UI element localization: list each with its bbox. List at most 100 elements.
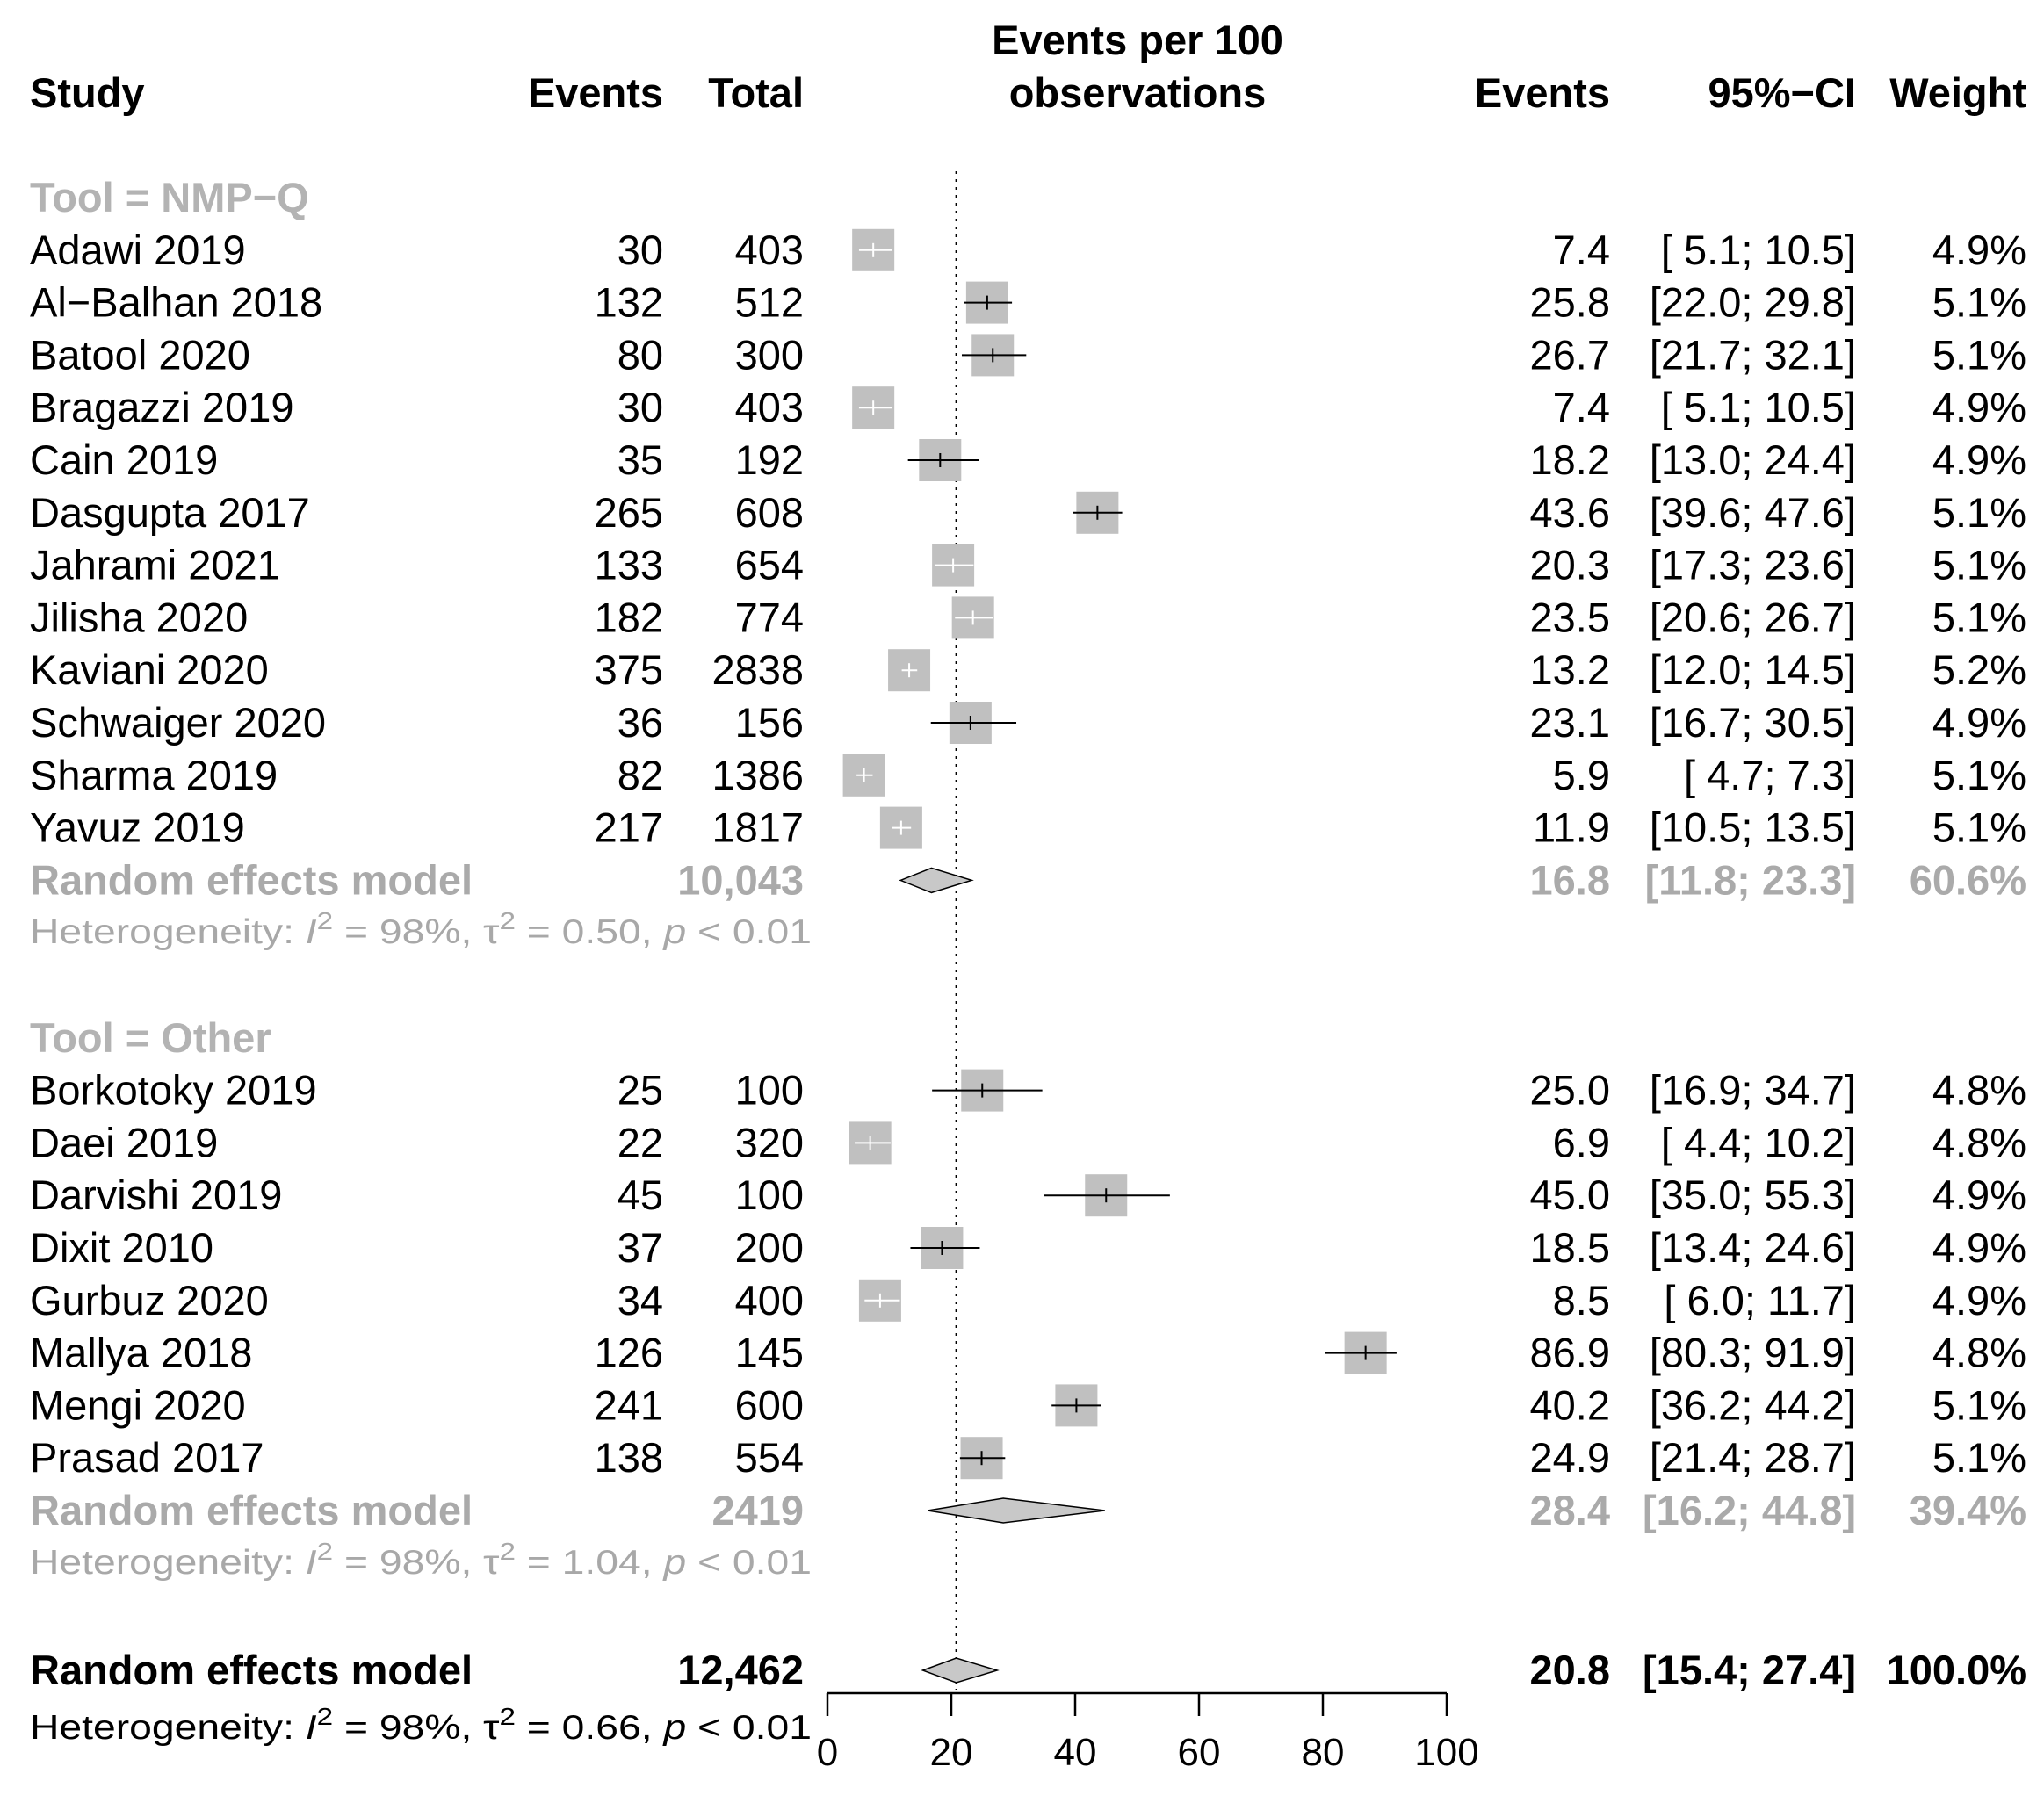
study-events: 45 [618,1172,663,1218]
subgroup-summary-total: 10,043 [677,856,804,903]
study-estimate: 7.4 [1553,384,1610,430]
study-row: Jahrami 2021 133 654 20.3 [17.3; 23.6] 5.1% [30,542,2026,588]
overall-estimate: 20.8 [1530,1647,1610,1693]
study-name: Batool 2020 [30,331,250,378]
study-row: Mengi 2020 241 600 40.2 [36.2; 44.2] 5.1% [30,1381,2026,1428]
study-name: Kaviani 2020 [30,646,269,693]
study-events: 30 [618,227,663,273]
study-estimate: 40.2 [1530,1381,1610,1428]
study-ci: [39.6; 47.6] [1650,489,1856,536]
study-ci: [10.5; 13.5] [1650,804,1856,851]
study-row: Kaviani 2020 375 2838 13.2 [12.0; 14.5] 5.2% [30,646,2026,693]
overall-total: 12,462 [677,1647,804,1693]
study-ci: [ 5.1; 10.5] [1661,384,1856,430]
study-total: 100 [735,1067,804,1114]
study-name: Bragazzi 2019 [30,384,293,430]
study-name: Darvishi 2019 [30,1172,282,1218]
study-total: 774 [735,594,804,640]
study-weight: 5.1% [1932,594,2026,640]
study-ci: [21.7; 32.1] [1650,331,1856,378]
study-events: 25 [618,1067,663,1114]
study-total: 1817 [711,804,804,851]
study-weight: 4.8% [1932,1119,2026,1165]
study-weight: 5.1% [1932,804,2026,851]
study-name: Mengi 2020 [30,1381,246,1428]
subgroup-diamond [928,1497,1105,1524]
study-events: 375 [595,646,663,693]
study-ci: [22.0; 29.8] [1650,279,1856,326]
study-ci: [12.0; 14.5] [1650,646,1856,693]
study-events: 126 [595,1330,663,1376]
header-plot-title-line2: observations [1009,69,1267,116]
subgroup-diamond [899,867,974,894]
study-estimate: 5.9 [1553,752,1610,798]
study-row: Yavuz 2019 217 1817 11.9 [10.5; 13.5] 5.1% [30,804,2026,851]
subgroup-summary-weight: 39.4% [1910,1487,2026,1533]
header-weight: Weight [1889,69,2026,116]
study-events: 35 [618,436,663,483]
study-name: Schwaiger 2020 [30,699,326,746]
header-total: Total [708,69,804,116]
study-estimate: 6.9 [1553,1119,1610,1165]
study-weight: 4.9% [1932,699,2026,746]
study-weight: 4.9% [1932,1224,2026,1271]
study-total: 1386 [711,752,804,798]
study-ci: [ 4.7; 7.3] [1684,752,1856,798]
study-weight: 4.9% [1932,384,2026,430]
study-name: Al−Balhan 2018 [30,279,322,326]
study-events: 217 [595,804,663,851]
study-events: 132 [595,279,663,326]
header-events: Events [528,69,663,116]
study-ci: [80.3; 91.9] [1650,1330,1856,1376]
study-weight: 5.2% [1932,646,2026,693]
x-axis-tick-label: 0 [817,1731,838,1774]
study-events: 30 [618,384,663,430]
study-row: Adawi 2019 30 403 7.4 [ 5.1; 10.5] 4.9% [30,227,2026,273]
study-events: 22 [618,1119,663,1165]
x-axis-tick-label: 20 [930,1731,973,1774]
study-total: 200 [735,1224,804,1271]
study-estimate: 24.9 [1530,1434,1610,1481]
study-weight: 4.9% [1932,227,2026,273]
study-events: 34 [618,1277,663,1323]
study-estimate: 18.5 [1530,1224,1610,1271]
study-estimate: 86.9 [1530,1330,1610,1376]
study-weight: 4.9% [1932,1277,2026,1323]
subgroup-summary-row: Random effects model 10,043 16.8 [11.8; 23.… [30,856,2026,903]
study-weight: 4.8% [1932,1330,2026,1376]
study-total: 2838 [711,646,804,693]
column-headers: Study Events Total Events per 100 observ… [30,17,2026,116]
study-name: Jilisha 2020 [30,594,248,640]
header-rate: Events [1475,69,1610,116]
study-events: 265 [595,489,663,536]
study-row: Sharma 2019 82 1386 5.9 [ 4.7; 7.3] 5.1% [30,752,2026,798]
study-name: Daei 2019 [30,1119,218,1165]
study-name: Dasgupta 2017 [30,489,310,536]
study-total: 156 [735,699,804,746]
subgroup-summary-row: Random effects model 2419 28.4 [16.2; 44.8]… [30,1487,2026,1533]
study-estimate: 20.3 [1530,542,1610,588]
study-total: 403 [735,384,804,430]
subgroup-summary-label: Random effects model [30,856,473,903]
overall-weight: 100.0% [1887,1647,2026,1693]
study-events: 37 [618,1224,663,1271]
study-estimate: 25.0 [1530,1067,1610,1114]
study-ci: [ 5.1; 10.5] [1661,227,1856,273]
subgroup-summary-ci: [11.8; 23.3] [1645,856,1856,903]
x-axis-tick-label: 100 [1414,1731,1478,1774]
subgroup-summary-total: 2419 [711,1487,804,1533]
study-row: Gurbuz 2020 34 400 8.5 [ 6.0; 11.7] 4.9% [30,1277,2026,1323]
subgroup-label: Tool = Other [30,1014,271,1061]
study-estimate: 26.7 [1530,331,1610,378]
study-estimate: 13.2 [1530,646,1610,693]
study-estimate: 7.4 [1553,227,1610,273]
x-axis: 0 20 40 60 80 100 [817,1691,1479,1774]
study-estimate: 18.2 [1530,436,1610,483]
study-estimate: 25.8 [1530,279,1610,326]
study-weight: 5.1% [1932,1434,2026,1481]
study-name: Gurbuz 2020 [30,1277,269,1323]
header-ci: 95%−CI [1708,69,1856,116]
study-total: 100 [735,1172,804,1218]
